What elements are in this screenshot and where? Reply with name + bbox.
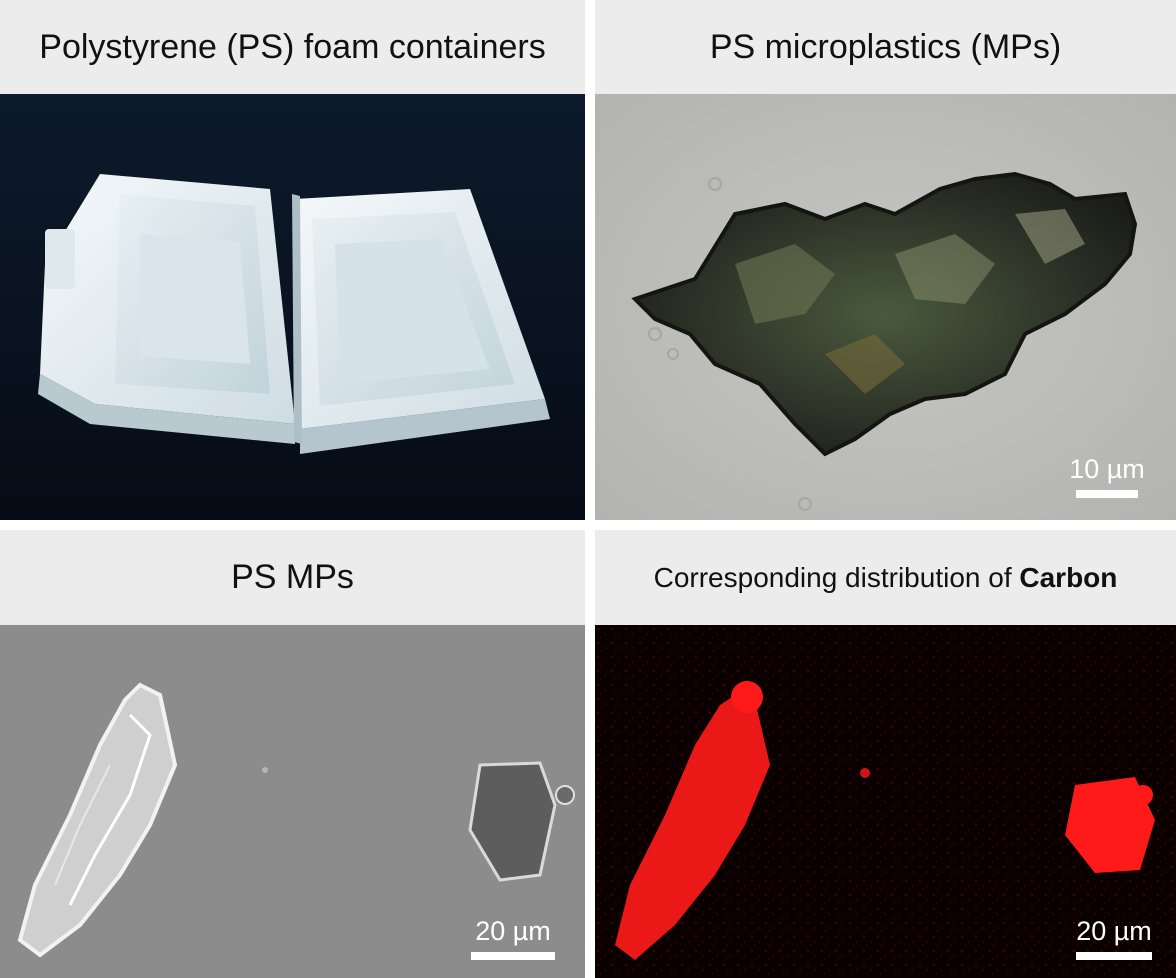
panel-title: PS MPs [0, 530, 585, 625]
foam-container-photo [0, 94, 585, 520]
title-prefix: Corresponding distribution of [654, 562, 1020, 594]
panel-foam-containers: Polystyrene (PS) foam containers [0, 0, 585, 520]
panel-carbon-distribution: Corresponding distribution of Carbon 20 … [595, 530, 1176, 978]
scale-line [471, 952, 555, 960]
title-element: Carbon [1019, 562, 1117, 594]
scale-label: 10 µm [1062, 454, 1152, 484]
scale-bar: 20 µm [1066, 916, 1162, 960]
scale-bar: 10 µm [1062, 454, 1152, 498]
scale-label: 20 µm [465, 916, 561, 946]
panel-ps-mps-sem: PS MPs 20 µm [0, 530, 585, 978]
scale-line [1076, 490, 1138, 498]
scale-line [1076, 952, 1152, 960]
panel-title: Polystyrene (PS) foam containers [0, 0, 585, 94]
scale-bar: 20 µm [465, 916, 561, 960]
panel-ps-microplastics: PS microplastics (MPs) [595, 0, 1176, 520]
panel-title: Corresponding distribution of Carbon [595, 530, 1176, 625]
scale-label: 20 µm [1066, 916, 1162, 946]
panel-title: PS microplastics (MPs) [595, 0, 1176, 94]
